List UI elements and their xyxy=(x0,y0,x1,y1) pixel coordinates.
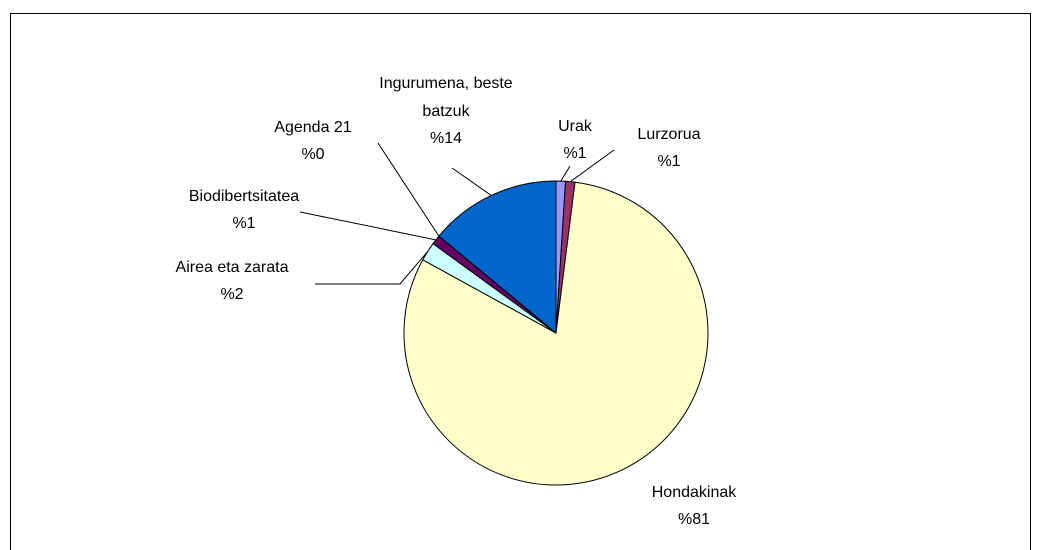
slice-label: Urak xyxy=(558,118,593,135)
slice-label: Biodibertsitatea xyxy=(189,188,299,205)
slice-value-label: %81 xyxy=(678,511,710,528)
slice-value-label: %1 xyxy=(232,215,255,232)
slice-label: Hondakinak xyxy=(652,484,738,501)
slice-value-label: %2 xyxy=(220,286,243,303)
slice-value-label: %1 xyxy=(563,145,586,162)
leader-line xyxy=(377,142,440,237)
leader-line xyxy=(560,165,571,182)
slice-label: Ingurumena, beste batzuk xyxy=(379,75,513,120)
slice-value-label: %1 xyxy=(657,153,680,170)
chart-frame xyxy=(10,13,1031,550)
pie-slice xyxy=(438,180,557,335)
leader-line xyxy=(299,211,436,241)
slice-value-label: %0 xyxy=(301,146,324,163)
leader-line xyxy=(451,167,492,196)
leader-line xyxy=(570,149,615,183)
slice-label: Airea eta zarata xyxy=(176,259,289,276)
slice-value-label: %14 xyxy=(430,130,462,147)
slice-label: Agenda 21 xyxy=(274,119,352,136)
leader-line xyxy=(315,251,429,285)
slice-label: Lurzorua xyxy=(637,126,700,143)
